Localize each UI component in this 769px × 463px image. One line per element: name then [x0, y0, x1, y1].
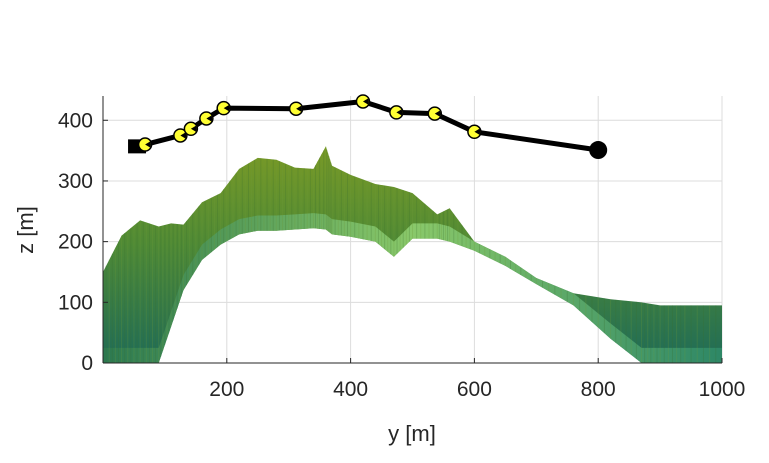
y-axis-label: z [m] [13, 206, 38, 254]
waypoint-heading [296, 105, 302, 112]
terrain-underside [103, 213, 722, 363]
y-tick-label: 0 [81, 352, 93, 375]
x-tick-label: 800 [581, 378, 616, 401]
waypoint-heading [180, 132, 187, 139]
tick-labels: 200 400 600 800 1000 0 100 200 300 400 [58, 109, 745, 401]
x-tick-label: 400 [333, 378, 368, 401]
x-tick-label: 1000 [699, 378, 746, 401]
waypoint-heading [190, 125, 197, 132]
flight-path [128, 94, 608, 160]
x-tick-label: 200 [209, 378, 244, 401]
waypoint-heading [434, 110, 441, 117]
waypoint-heading [206, 115, 213, 122]
end-marker [589, 141, 608, 160]
waypoint-heading [474, 128, 481, 135]
x-tick-label: 600 [457, 378, 492, 401]
flight-path-line [134, 98, 601, 153]
y-tick-label: 300 [58, 170, 93, 193]
axes [102, 96, 723, 364]
y-tick-label: 100 [58, 291, 93, 314]
waypoint-heading [362, 98, 369, 105]
terrain-surface [103, 146, 722, 363]
waypoint-heading [145, 141, 151, 148]
waypoint-heading [396, 109, 403, 116]
x-axis-label: y [m] [388, 421, 436, 446]
y-tick-label: 200 [58, 231, 93, 254]
terrain-outer-surface [103, 146, 722, 363]
y-tick-label: 400 [58, 109, 93, 132]
waypoint-heading [223, 105, 230, 112]
